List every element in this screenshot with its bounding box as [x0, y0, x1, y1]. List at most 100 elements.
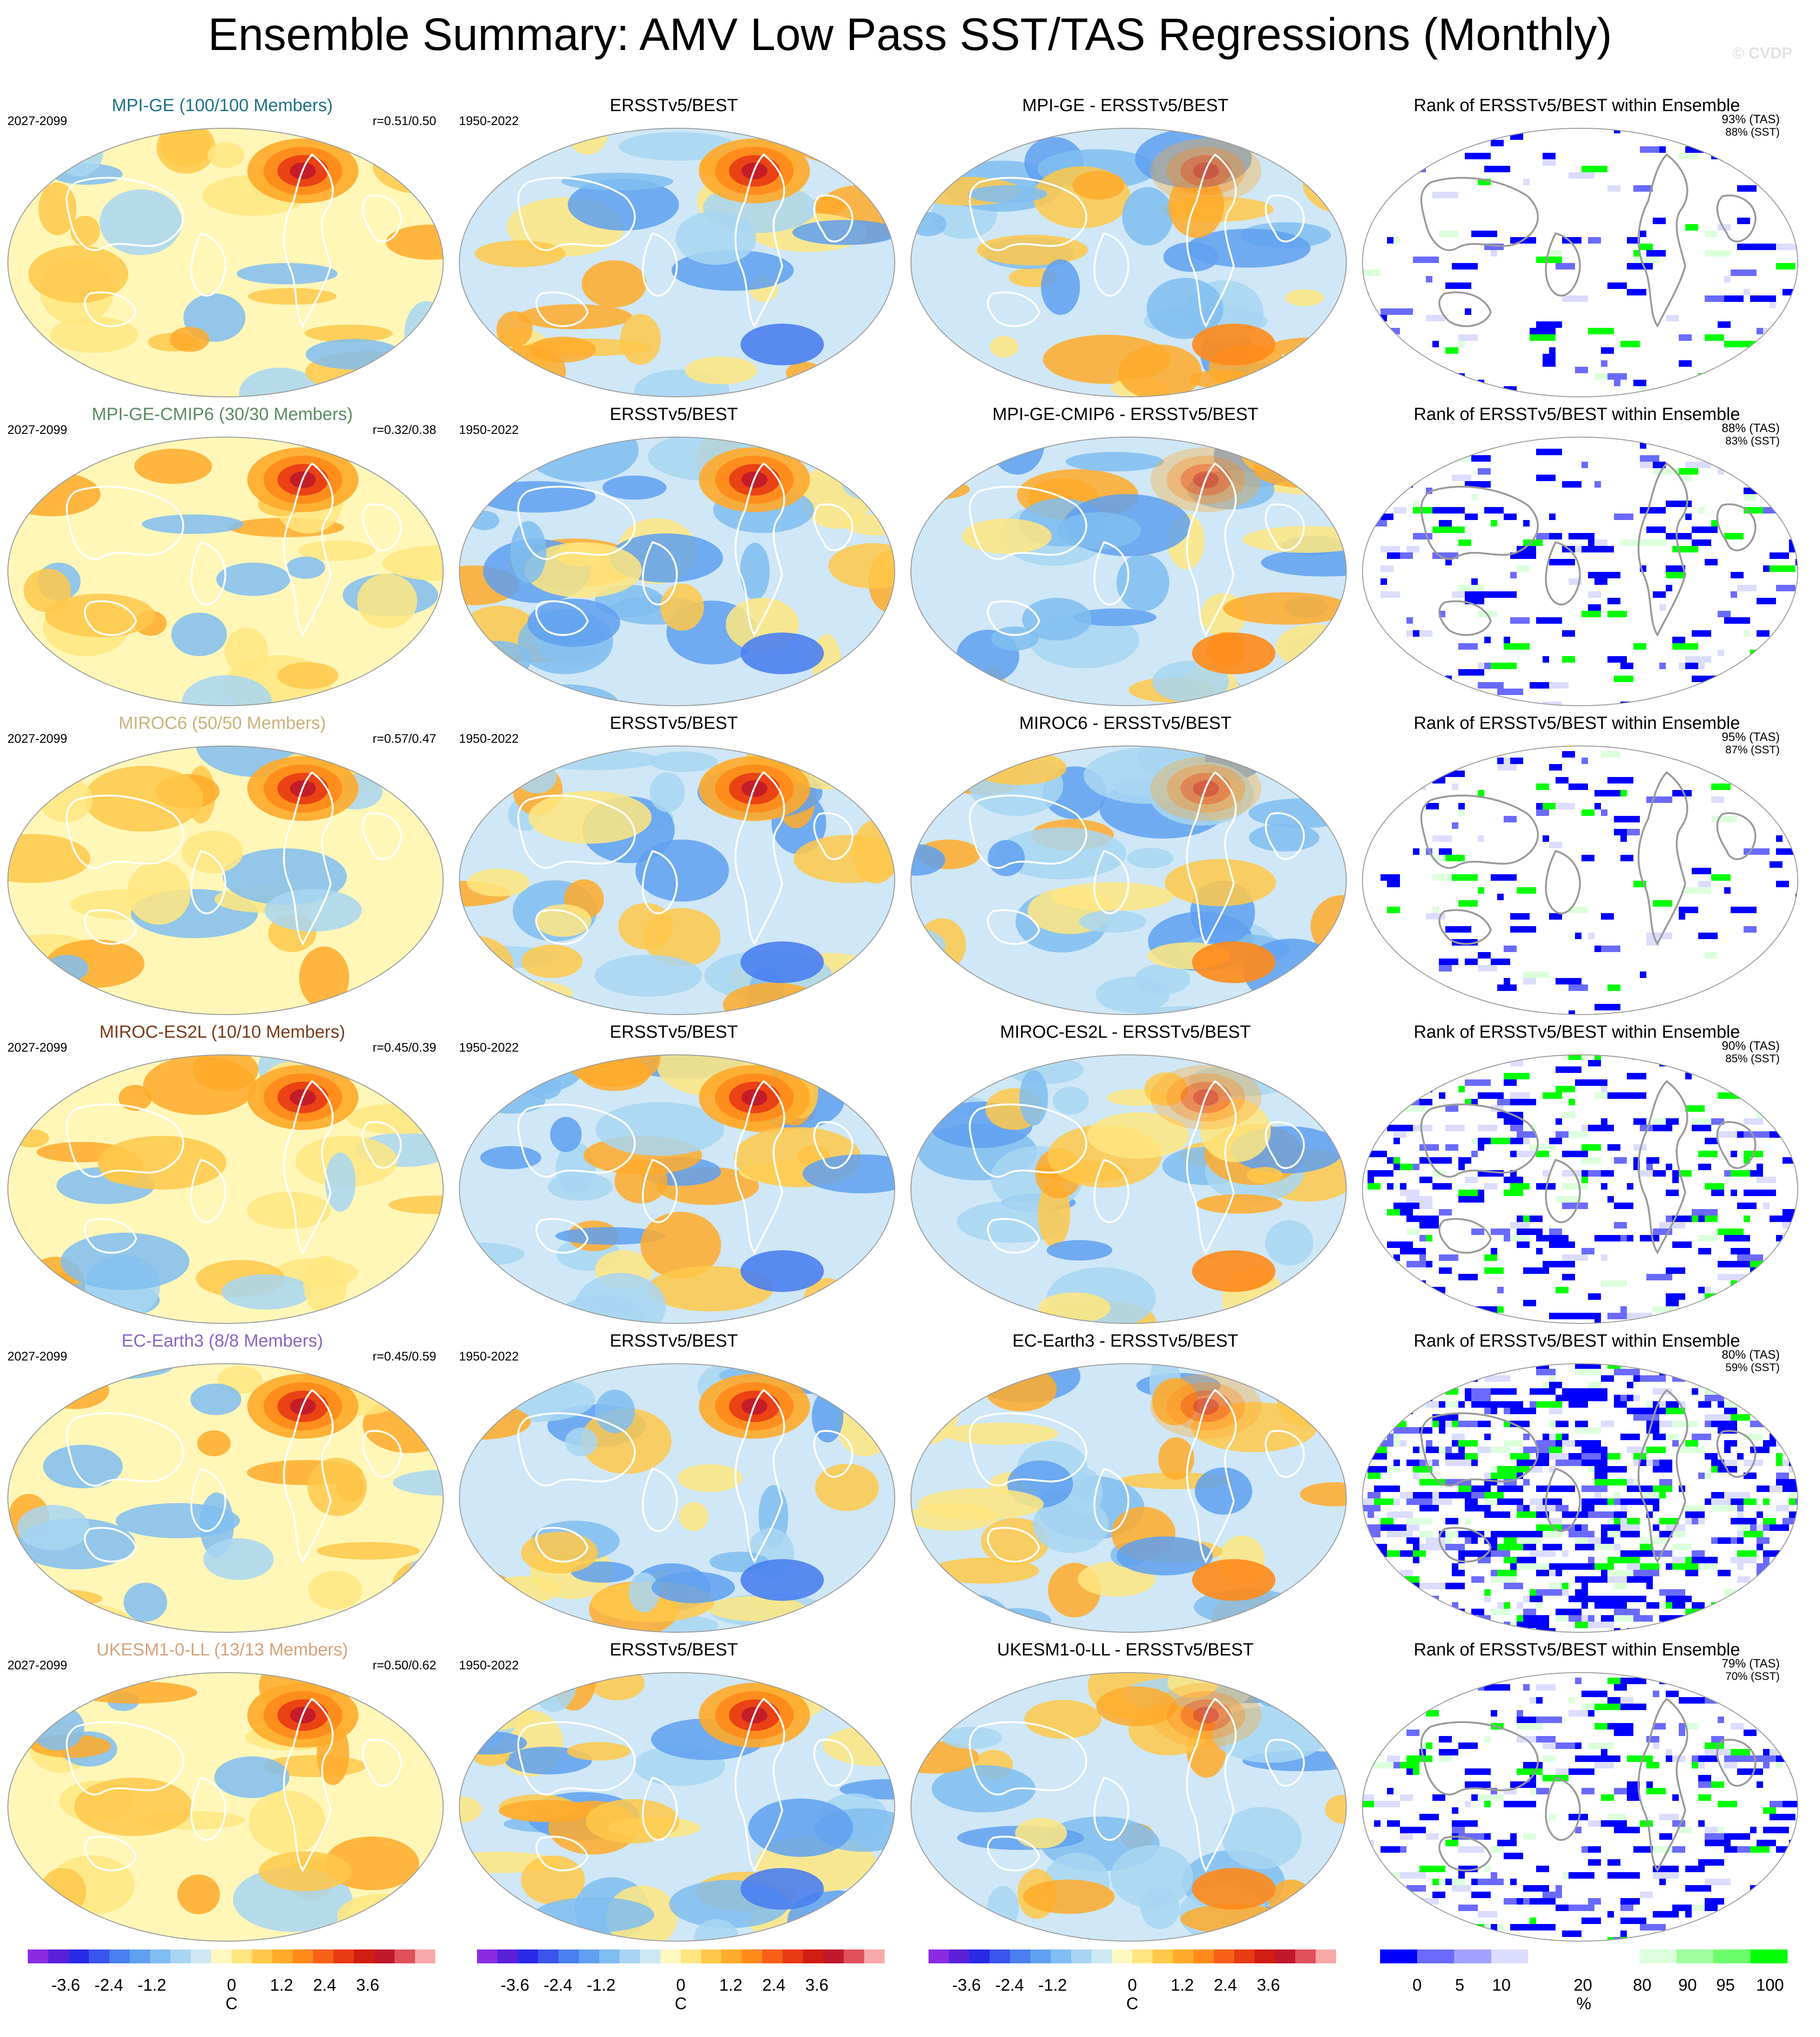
colorbar-box — [742, 1949, 763, 1963]
period-label: 2027-2099 — [7, 1040, 68, 1054]
regression-map — [459, 437, 895, 706]
colorbar-box — [1751, 1949, 1788, 1963]
map-border — [1362, 1672, 1798, 1942]
colorbar-unit: C — [675, 1994, 687, 2013]
map-border — [7, 128, 444, 397]
period-label: 2027-2099 — [7, 732, 68, 746]
colorbar-box — [415, 1949, 435, 1963]
map-panel: UKESM1-0-LL - ERSSTv5/BEST — [903, 1632, 1348, 1952]
colorbar-box — [150, 1949, 171, 1963]
panel-title: MIROC6 (50/50 Members) — [119, 714, 326, 733]
colorbar-box — [69, 1949, 89, 1963]
colorbar-unit: % — [1576, 1994, 1592, 2013]
colorbar-swatches — [28, 1949, 435, 1963]
colorbar-unit: C — [1126, 1994, 1138, 2013]
regression-map — [7, 1672, 444, 1942]
colorbar-box — [538, 1949, 559, 1963]
colorbar-box — [1173, 1949, 1194, 1963]
map-panel: ERSSTv5/BEST 1950-2022 — [452, 1632, 896, 1952]
map-border — [910, 1672, 1347, 1942]
colorbar-tick-label: -1.2 — [586, 1975, 616, 1994]
colorbar-box — [599, 1949, 620, 1963]
colorbar-box — [823, 1949, 844, 1963]
colorbar-box — [620, 1949, 640, 1963]
colorbar-box — [783, 1949, 803, 1963]
map-panel: Rank of ERSSTv5/BEST within Ensemble 79% … — [1355, 1632, 1799, 1952]
colorbar-obs: -3.6 -2.4 -1.2 0 1.2 2.4 3.6 C — [477, 1949, 885, 2019]
colorbar-box — [272, 1949, 293, 1963]
map-border — [459, 437, 895, 706]
rank-tas: 79% (TAS) — [1721, 1656, 1780, 1670]
period-label: 1950-2022 — [459, 1040, 519, 1054]
map-border — [459, 746, 895, 1015]
panel-title: MPI-GE-CMIP6 - ERSSTv5/BEST — [992, 405, 1259, 424]
colorbar-box — [762, 1949, 783, 1963]
pattern-correlation: r=0.45/0.59 — [372, 1349, 436, 1363]
colorbar-box — [354, 1949, 375, 1963]
regression-map — [7, 746, 444, 1015]
period-label: 1950-2022 — [459, 1658, 519, 1672]
regression-map — [7, 128, 444, 397]
colorbar-box — [990, 1949, 1010, 1963]
colorbar-tick-label: -2.4 — [94, 1975, 124, 1994]
period-label: 2027-2099 — [7, 423, 68, 437]
colorbar-tick-label: -2.4 — [995, 1975, 1024, 1994]
colorbar-tick-label: 95 — [1716, 1975, 1735, 1994]
panel-title: EC-Earth3 (8/8 Members) — [121, 1331, 323, 1351]
rank-sst: 85% (SST) — [1725, 1053, 1780, 1065]
map-border — [1362, 437, 1798, 706]
map-panel: ERSSTv5/BEST 1950-2022 — [452, 397, 896, 716]
colorbar-box — [1092, 1949, 1112, 1963]
colorbar-box — [681, 1949, 702, 1963]
colorbar-box — [1676, 1949, 1714, 1963]
period-label: 1950-2022 — [459, 114, 519, 128]
colorbar-diff: -3.6 -2.4 -1.2 0 1.2 2.4 3.6 C — [929, 1949, 1336, 2019]
rank-map — [1362, 437, 1798, 706]
colorbar-tick-label: 100 — [1756, 1975, 1784, 1994]
colorbar-tick-label: 5 — [1455, 1975, 1465, 1994]
colorbar-box — [844, 1949, 865, 1963]
panel-title: Rank of ERSSTv5/BEST within Ensemble — [1413, 96, 1740, 115]
colorbar-swatches — [477, 1949, 885, 1963]
panel-title: MIROC6 - ERSSTv5/BEST — [1019, 714, 1232, 733]
colorbar-box — [1454, 1949, 1492, 1963]
colorbar-tick-label: 2.4 — [762, 1975, 786, 1994]
colorbar-tick-label: 2.4 — [1213, 1975, 1237, 1994]
colorbar-tick-label: 80 — [1632, 1975, 1652, 1994]
rank-tas: 93% (TAS) — [1721, 112, 1780, 126]
colorbar-box — [130, 1949, 151, 1963]
colorbar-tick-label: 1.2 — [1170, 1975, 1194, 1994]
regression-map — [7, 437, 444, 706]
panel-title: MPI-GE - ERSSTv5/BEST — [1022, 96, 1229, 115]
colorbar-box — [1010, 1949, 1031, 1963]
period-label: 2027-2099 — [7, 114, 68, 128]
colorbar-box — [374, 1949, 395, 1963]
regression-map — [459, 1054, 895, 1324]
colorbar-box — [1071, 1949, 1092, 1963]
colorbar-box — [701, 1949, 722, 1963]
period-label: 1950-2022 — [459, 732, 519, 746]
map-panel: MIROC6 - ERSSTv5/BEST — [903, 706, 1348, 1025]
figure-title: Ensemble Summary: AMV Low Pass SST/TAS R… — [208, 9, 1612, 60]
period-label: 1950-2022 — [459, 1349, 519, 1363]
colorbar-tick-label: 0 — [1412, 1975, 1422, 1994]
colorbar-swatches — [929, 1949, 1336, 1963]
map-border — [910, 746, 1347, 1015]
regression-map — [459, 1363, 895, 1633]
colorbar-box — [170, 1949, 191, 1963]
map-border — [7, 1672, 444, 1942]
colorbar-box — [518, 1949, 539, 1963]
map-border — [459, 1672, 895, 1942]
regression-map — [7, 1054, 444, 1324]
panel-title: ERSSTv5/BEST — [609, 714, 738, 733]
panel-title: ERSSTv5/BEST — [609, 405, 738, 424]
colorbar-box — [1132, 1949, 1153, 1963]
map-border — [7, 1363, 444, 1633]
cvdp-watermark: © CVDP — [1732, 44, 1792, 62]
colorbar-tick-label: 3.6 — [805, 1975, 829, 1994]
colorbar-tick-label: -1.2 — [1038, 1975, 1067, 1994]
panel-title: ERSSTv5/BEST — [609, 96, 738, 115]
map-panel: ERSSTv5/BEST 1950-2022 — [452, 706, 896, 1025]
regression-map — [459, 746, 895, 1015]
map-panel: EC-Earth3 (8/8 Members) 2027-2099 r=0.45/0… — [0, 1323, 445, 1643]
